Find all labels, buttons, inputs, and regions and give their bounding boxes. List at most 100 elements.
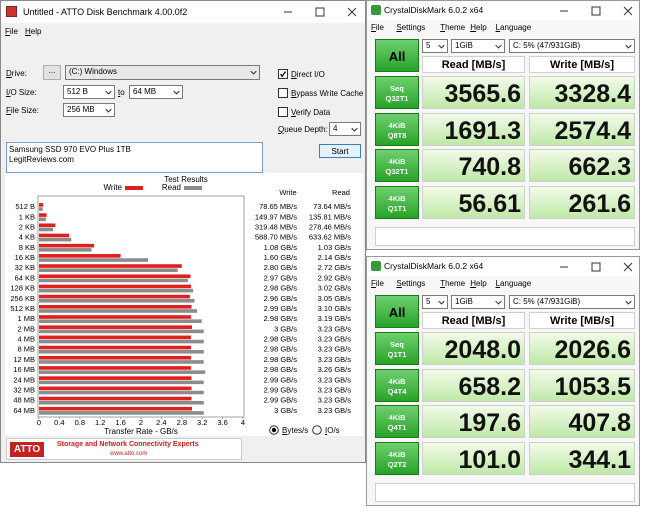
test-button[interactable]: 4KiB Q4T1 xyxy=(375,405,419,438)
test-button[interactable]: 4KiB Q2T2 xyxy=(375,441,419,475)
bar xyxy=(39,223,56,228)
menu-item[interactable]: Theme xyxy=(440,23,466,32)
checkbox-label: Bypass Write Cache xyxy=(291,89,364,98)
dropdown[interactable]: 256 MB xyxy=(63,103,115,117)
checkbox-glyph xyxy=(279,108,287,116)
app-icon xyxy=(371,261,381,271)
radio-button[interactable] xyxy=(269,425,279,435)
result-value: 3328.4 xyxy=(554,80,631,108)
dropdown[interactable]: C: 5% (47/931GiB) xyxy=(509,295,635,309)
menu-item[interactable]: Help xyxy=(470,23,487,32)
maximize-button[interactable] xyxy=(591,6,601,16)
bar xyxy=(39,237,72,242)
dropdown[interactable]: 1GiB xyxy=(451,39,505,53)
bar xyxy=(39,355,191,360)
menu-item[interactable]: File xyxy=(371,23,384,32)
test-button[interactable]: Seq Q1T1 xyxy=(375,332,419,365)
bar xyxy=(39,400,204,405)
bar xyxy=(39,335,191,340)
minimize-button-glyph xyxy=(560,266,568,268)
menu-item[interactable]: Settings xyxy=(396,23,426,32)
column-header: Write xyxy=(279,188,296,197)
bar xyxy=(39,288,194,293)
result-value: 1053.5 xyxy=(554,372,631,401)
value-label: 2.99 GB/s xyxy=(264,386,298,395)
value-label: 135.81 MB/s xyxy=(309,212,351,221)
minimize-button[interactable] xyxy=(559,6,569,16)
dropdown[interactable]: 1GiB xyxy=(451,295,505,309)
dropdown[interactable]: (C:) Windows xyxy=(65,65,260,80)
bar xyxy=(39,349,204,354)
dropdown[interactable]: 64 MB xyxy=(129,85,183,99)
to-label: to xyxy=(118,88,125,97)
value-label: 2.98 GB/s xyxy=(264,365,298,374)
test-label: 4KiB xyxy=(388,193,406,203)
menu-item[interactable]: Settings xyxy=(396,279,426,288)
bar xyxy=(39,258,149,262)
checkbox[interactable] xyxy=(278,107,288,117)
menu-item[interactable]: Language xyxy=(495,279,532,288)
minimize-button-glyph xyxy=(284,11,292,13)
bar xyxy=(39,345,191,350)
bar xyxy=(39,390,204,395)
start-button[interactable]: Start xyxy=(319,144,361,158)
window-title: CrystalDiskMark 6.0.2 x64 xyxy=(384,261,484,271)
minimize-button[interactable] xyxy=(559,262,569,272)
maximize-button[interactable] xyxy=(315,7,325,17)
menu-item[interactable]: Help xyxy=(25,27,42,36)
close-button[interactable] xyxy=(623,262,633,272)
bar xyxy=(39,319,202,323)
dropdown[interactable]: C: 5% (47/931GiB) xyxy=(509,39,635,53)
dropdown-value: 5 xyxy=(426,297,431,306)
title-bar xyxy=(1,1,365,23)
x-axis-title: Transfer Rate - GB/s xyxy=(104,427,178,436)
close-button[interactable] xyxy=(347,7,357,17)
result-cell: 344.1 xyxy=(529,441,635,475)
dropdown[interactable]: 5 xyxy=(422,295,448,309)
browse-button[interactable]: ... xyxy=(43,65,61,80)
value-label: 3.23 GB/s xyxy=(318,335,352,344)
test-button[interactable]: 4KiB Q32T1 xyxy=(375,149,419,182)
menu-item[interactable]: File xyxy=(5,27,18,36)
close-button[interactable] xyxy=(623,6,633,16)
dropdown[interactable]: 512 B xyxy=(63,85,115,99)
test-button[interactable]: Seq Q32T1 xyxy=(375,76,419,109)
result-value: 2048.0 xyxy=(444,336,521,364)
result-cell: 662.3 xyxy=(529,149,635,182)
bar xyxy=(39,243,95,248)
checkbox[interactable] xyxy=(278,69,288,79)
menu-item[interactable]: File xyxy=(371,279,384,288)
menu-item[interactable]: Language xyxy=(495,23,532,32)
test-button[interactable]: 4KiB Q4T4 xyxy=(375,368,419,402)
dropdown-arrow xyxy=(351,126,358,133)
drive-label: Drive: xyxy=(6,69,27,78)
y-tick-label: 2 KB xyxy=(19,222,35,231)
dropdown[interactable]: 5 xyxy=(422,39,448,53)
maximize-button[interactable] xyxy=(591,262,601,272)
description-box[interactable]: Samsung SSD 970 EVO Plus 1TB LegitReviews… xyxy=(6,142,263,173)
menu-item[interactable]: Help xyxy=(470,279,487,288)
dropdown[interactable]: 4 xyxy=(329,122,361,136)
legend-label: Write xyxy=(103,183,122,192)
checkbox-glyph xyxy=(280,71,286,78)
column-header: Write [MB/s] xyxy=(529,312,635,329)
maximize-button-glyph xyxy=(315,7,325,17)
menu-item[interactable]: Theme xyxy=(440,279,466,288)
bar xyxy=(39,325,192,329)
radio-label: IO/s xyxy=(325,426,340,435)
value-label: 2.99 GB/s xyxy=(264,304,298,313)
all-button[interactable]: All xyxy=(375,295,419,328)
test-button[interactable]: 4KiB Q1T1 xyxy=(375,185,419,219)
checkbox[interactable] xyxy=(278,88,288,98)
test-button[interactable]: 4KiB Q8T8 xyxy=(375,112,419,146)
dropdown-arrow xyxy=(625,43,632,50)
comment-box[interactable] xyxy=(375,227,635,246)
bar xyxy=(39,268,178,273)
minimize-button[interactable] xyxy=(283,7,293,17)
dropdown-arrow-glyph xyxy=(495,44,502,49)
comment-box[interactable] xyxy=(375,483,635,502)
dropdown-arrow-glyph xyxy=(351,127,358,132)
bar xyxy=(39,278,188,283)
all-button[interactable]: All xyxy=(375,39,419,72)
radio-button[interactable] xyxy=(312,425,322,435)
